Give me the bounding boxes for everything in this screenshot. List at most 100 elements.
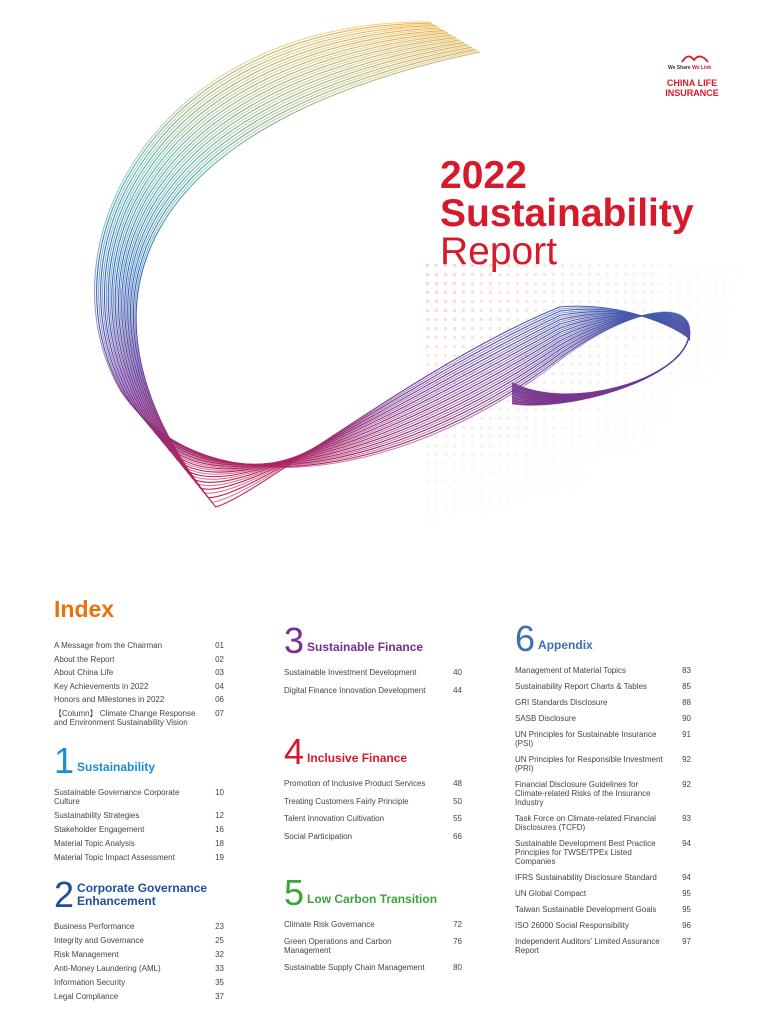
entry-page: 32 — [215, 950, 224, 959]
index-entry: Sustainable Development Best Practice Pr… — [515, 839, 691, 866]
cover-year: 2022 — [440, 154, 527, 197]
index-section: 4 Inclusive Finance Promotion of Inclusive… — [284, 731, 462, 849]
entry-page: 55 — [453, 814, 462, 823]
section-number: 4 — [284, 731, 305, 772]
logo-name: CHINA LIFE INSURANCE — [652, 78, 732, 98]
index-entry: Business Performance 23 — [54, 922, 224, 931]
index-title: Index — [54, 596, 115, 622]
entry-page: 95 — [682, 905, 691, 914]
index-entry: IFRS Sustainability Disclosure Standard 9… — [515, 873, 691, 882]
entry-label: Sustainable Investment Development — [284, 668, 417, 677]
index-entry: Sustainability Strategies 12 — [54, 811, 224, 820]
entry-page: 10 — [215, 788, 224, 797]
index-entry: About China Life 03 — [54, 668, 224, 677]
index-entry: UN Principles for Responsible Investment… — [515, 755, 691, 773]
entry-label: UN Principles for Responsible Investment… — [515, 755, 663, 773]
entry-page: 16 — [215, 825, 224, 834]
entry-page: 76 — [453, 937, 462, 946]
section-heading: 5 Low Carbon Transition — [284, 872, 462, 913]
entry-label: Independent Auditors' Limited Assurance … — [515, 937, 660, 955]
entry-label: Digital Finance Innovation Development — [284, 685, 426, 695]
cover-title: 2022 Sustainability Report — [440, 154, 694, 273]
entry-page: 07 — [215, 708, 224, 718]
entry-page: 48 — [453, 779, 462, 788]
tagline-1: We Share — [668, 65, 691, 71]
index-entry: Talent Innovation Cultivation 55 — [284, 814, 462, 823]
entry-page: 83 — [682, 666, 691, 675]
entry-label: Task Force on Climate-related Financial … — [515, 814, 656, 832]
index-entry: Financial Disclosure Guidelines for Clim… — [515, 780, 691, 807]
index-entry: Promotion of Inclusive Product Services 4… — [284, 779, 462, 788]
entry-page: 33 — [215, 964, 224, 973]
section-number: 6 — [515, 618, 536, 659]
index-entry: Stakeholder Engagement 16 — [54, 825, 224, 834]
index-entry: Key Achievements in 2022 04 — [54, 682, 224, 691]
entry-page: 96 — [682, 921, 691, 930]
entry-label: Talent Innovation Cultivation — [284, 814, 385, 823]
index-entry: A Message from the Chairman 01 — [54, 641, 224, 650]
entry-label: IFRS Sustainability Disclosure Standard — [515, 873, 657, 882]
entry-page: 92 — [682, 755, 691, 764]
entry-page: 85 — [682, 682, 691, 691]
index-entry: 【Column】 Climate Change Response and Env… — [54, 709, 224, 727]
entry-label: ISO 26000 Social Responsibility — [515, 921, 629, 930]
entry-page: 18 — [215, 839, 224, 848]
cover-title-2: Report — [440, 230, 558, 273]
section-title: Sustainable Finance — [307, 640, 424, 654]
entry-label: Social Participation — [284, 831, 353, 841]
intro-list: A Message from the Chairman 01 About the R… — [54, 641, 224, 731]
entry-page: 03 — [215, 668, 224, 677]
section-heading: 3 Sustainable Finance — [284, 623, 462, 659]
index-entry: Honors and Milestones in 2022 06 — [54, 695, 224, 704]
entry-page: 91 — [682, 730, 691, 739]
entry-label: UN Principles for Sustainable Insurance … — [515, 730, 657, 748]
section-number: 1 — [54, 740, 75, 781]
entry-page: 50 — [453, 796, 462, 806]
entry-page: 88 — [682, 698, 691, 707]
index-entry: SASB Disclosure 90 — [515, 714, 691, 723]
section-heading: 2 Corporate Governance Enhancement — [54, 877, 224, 913]
ribbon-strand — [135, 51, 691, 508]
entry-label: About China Life — [54, 668, 114, 677]
index-entry: UN Principles for Sustainable Insurance … — [515, 730, 691, 748]
entry-label: Information Security — [54, 978, 126, 987]
section-heading: 6 Appendix — [515, 618, 691, 659]
entry-page: 23 — [215, 922, 224, 931]
entry-page: 06 — [215, 695, 224, 704]
entry-label: Honors and Milestones in 2022 — [54, 695, 165, 704]
cover-art — [94, 21, 768, 545]
index-entry: Sustainability Report Charts & Tables 85 — [515, 682, 691, 691]
entry-label: Business Performance — [54, 922, 135, 931]
section-number: 5 — [284, 872, 305, 913]
section-heading: 4 Inclusive Finance — [284, 731, 462, 772]
entry-label: Sustainable Governance Corporate Culture — [54, 788, 180, 806]
entry-page: 12 — [215, 811, 224, 820]
entry-page: 97 — [682, 937, 691, 946]
entry-page: 94 — [682, 839, 691, 848]
logo-tagline: We Share We Link — [668, 65, 711, 71]
cover-title-1: Sustainability — [440, 192, 694, 235]
entry-label: Key Achievements in 2022 — [54, 681, 149, 691]
index-entry: Treating Customers Fairly Principle 50 — [284, 797, 462, 806]
entry-page: 90 — [682, 714, 691, 723]
section-title: Inclusive Finance — [307, 751, 408, 765]
entry-label: Legal Compliance — [54, 992, 119, 1001]
entry-page: 01 — [215, 641, 224, 650]
index-entry: Independent Auditors' Limited Assurance … — [515, 937, 691, 955]
logo-name-1: CHINA LIFE — [666, 78, 718, 88]
index-entry: Sustainable Supply Chain Management 80 — [284, 963, 462, 972]
index-entry: UN Global Compact 95 — [515, 889, 691, 898]
entry-page: 37 — [215, 992, 224, 1001]
entry-label: Climate Risk Governance — [284, 920, 375, 929]
entry-label: Treating Customers Fairly Principle — [284, 796, 409, 806]
index-entry: Social Participation 66 — [284, 832, 462, 841]
entry-label: SASB Disclosure — [515, 714, 576, 723]
entry-label: A Message from the Chairman — [54, 641, 163, 650]
entry-page: 93 — [682, 814, 691, 823]
entry-label: Risk Management — [54, 950, 119, 959]
tagline-2: We Link — [692, 65, 712, 71]
logo-name-2: INSURANCE — [665, 88, 719, 98]
index-section: 3 Sustainable Finance Sustainable Investme… — [284, 623, 462, 703]
index-entry: Material Topic Impact Assessment 19 — [54, 853, 224, 862]
section-heading: 1 Sustainability — [54, 740, 224, 781]
